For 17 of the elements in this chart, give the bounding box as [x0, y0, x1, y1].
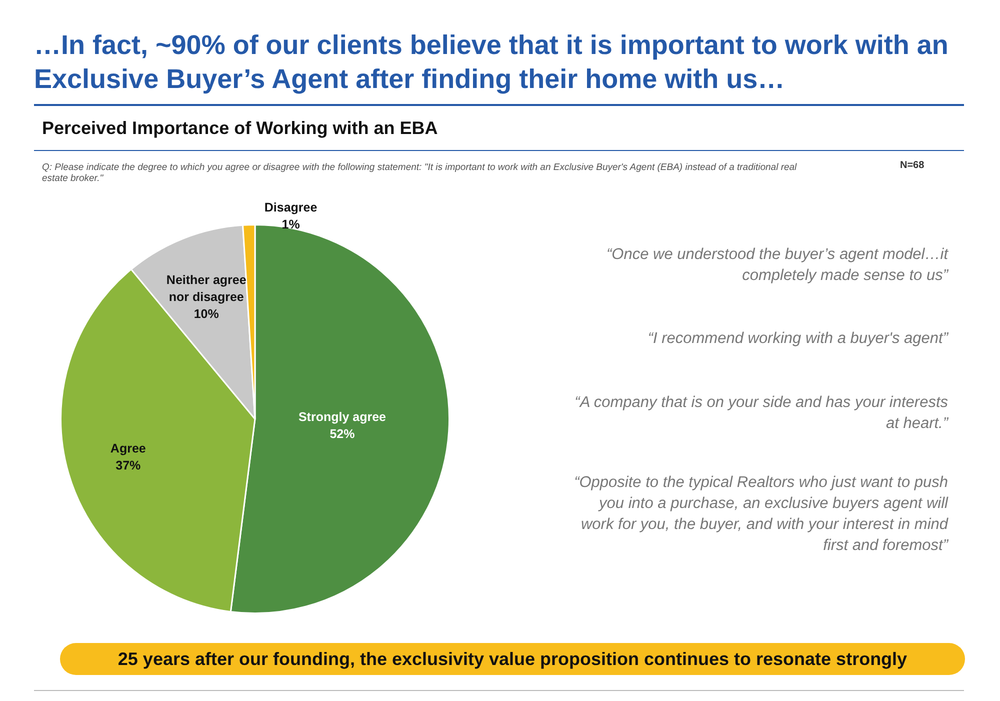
- data-label: 10%: [194, 307, 219, 322]
- slice-label: Strongly agree: [298, 410, 386, 424]
- slice-label: Neither agree nor disagree: [166, 273, 246, 304]
- text: “A company that is on your side and has your interests at heart.”: [574, 393, 948, 434]
- text: “Once we understood the buyer’s agent model…it completely made sense to us”: [606, 245, 948, 286]
- text: “I recommend working with a buyer's agent”: [646, 329, 948, 349]
- data-label: 52%: [330, 426, 355, 441]
- slice-label: Agree: [110, 441, 146, 456]
- text: “Opposite to the typical Realtors who just want to push you into a purchase, an exclusive buyers agent will work for you, the buyer, and with your interest in mind first and foremost”: [573, 473, 948, 556]
- slice-label: Disagree: [264, 200, 318, 214]
- text: N=68: [900, 160, 924, 171]
- chart-title: …In fact, ~90% of our clients believe that it is important to work with an Exclusive Buyer’s Agent after finding their home with us…: [34, 29, 950, 96]
- text: Q: Please indicate the degree to which you agree or disagree with the following statement: "It is important to work with an Exclusive Buyer's Agent (EBA) instead of a traditional real estate broker.": [42, 162, 798, 184]
- data-label: 37%: [116, 458, 141, 472]
- text: 25 years after our founding, the exclusivity value proposition continues to resonate strongly: [60, 643, 965, 675]
- chart-subtitle: Perceived Importance of Working with an EBA: [42, 118, 438, 139]
- data-label: 1%: [282, 217, 300, 232]
